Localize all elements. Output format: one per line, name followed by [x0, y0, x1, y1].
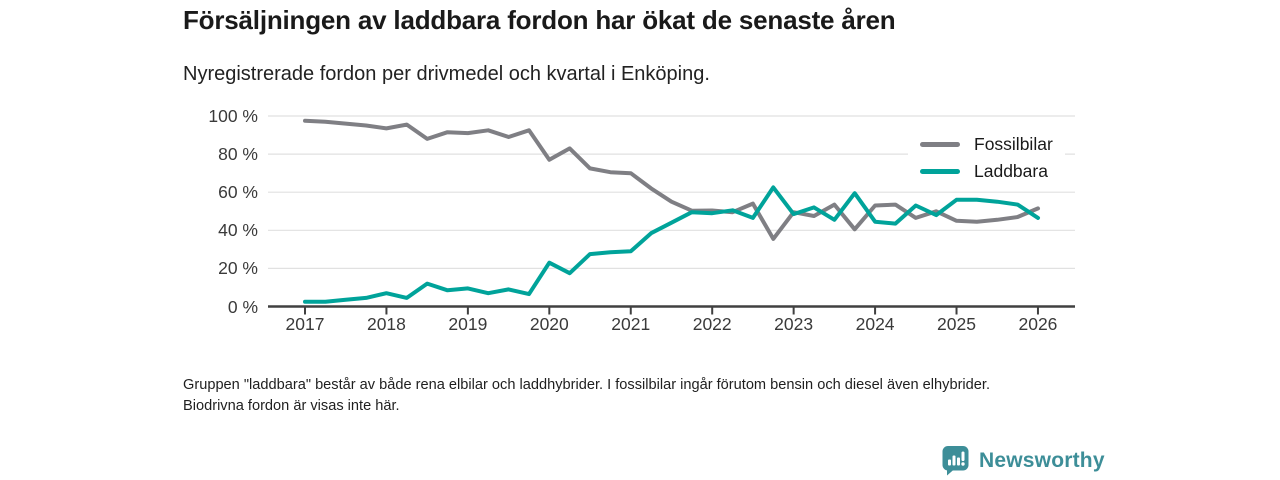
- y-axis-label: 20 %: [218, 258, 258, 279]
- page-title: Försäljningen av laddbara fordon har öka…: [183, 5, 896, 35]
- x-axis-label: 2021: [611, 314, 651, 334]
- x-axis-label: 2022: [692, 314, 732, 334]
- x-axis-label: 2024: [855, 314, 895, 334]
- newsworthy-icon: [942, 446, 969, 476]
- y-axis-label: 40 %: [218, 220, 258, 241]
- x-axis-label: 2017: [285, 314, 325, 334]
- x-axis-label: 2019: [448, 314, 488, 334]
- x-axis-label: 2018: [366, 314, 406, 334]
- x-axis-label: 2023: [774, 314, 814, 334]
- brand-logo: Newsworthy: [941, 445, 1105, 476]
- laddbara-line-swatch: [920, 169, 960, 174]
- x-axis-label: 2026: [1018, 314, 1058, 334]
- y-axis-label: 0 %: [227, 296, 258, 317]
- page-subtitle: Nyregistrerade fordon per drivmedel och …: [183, 63, 710, 85]
- legend-label-laddbara: Laddbara: [974, 161, 1048, 181]
- y-axis-label: 60 %: [218, 182, 258, 203]
- series-line-fossilbilar: [303, 118, 1040, 241]
- fossilbilar-line-swatch: [920, 142, 960, 147]
- line-chart: 0 % 20 % 40 % 60 % 80 % 100 % 2017 2018 2019 202…: [208, 106, 1075, 334]
- legend-item-fossilbilar: Fossilbilar: [920, 131, 1053, 158]
- y-axis-label: 80 %: [218, 144, 258, 165]
- chart-legend: Fossilbilar Laddbara: [908, 129, 1065, 187]
- footnote: Gruppen "laddbara" består av både rena e…: [183, 377, 991, 414]
- brand-name: Newsworthy: [979, 448, 1105, 472]
- y-axis-label: 100 %: [208, 106, 258, 126]
- legend-label-fossilbilar: Fossilbilar: [974, 134, 1053, 154]
- x-axis-label: 2020: [529, 314, 569, 334]
- series-line-laddbara: [303, 185, 1040, 304]
- legend-item-laddbara: Laddbara: [920, 158, 1053, 185]
- x-axis-label: 2025: [937, 314, 976, 334]
